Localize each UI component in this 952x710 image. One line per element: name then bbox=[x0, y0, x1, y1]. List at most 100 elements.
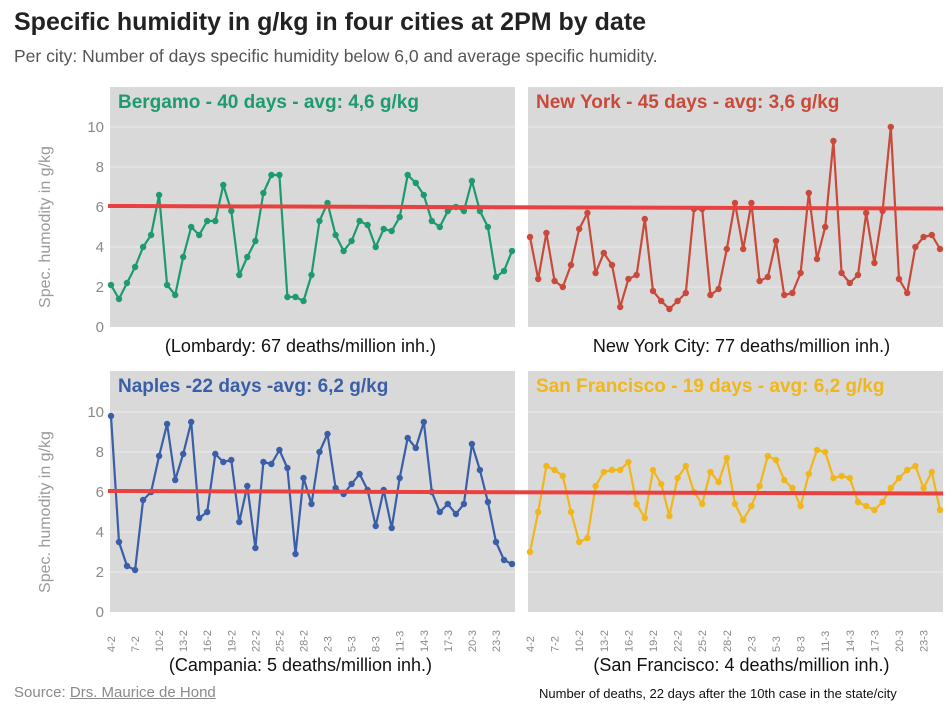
data-point-san_francisco bbox=[658, 480, 665, 488]
panel-caption-bergamo: (Lombardy: 67 deaths/million inh.) bbox=[165, 336, 436, 356]
data-point-bergamo bbox=[212, 217, 219, 225]
x-tick-label: 23-3 bbox=[919, 630, 931, 652]
data-point-new_york bbox=[863, 209, 870, 217]
x-tick-label: 4-2 bbox=[106, 636, 118, 652]
panel-header-new_york bbox=[528, 87, 943, 116]
data-point-new_york bbox=[805, 189, 812, 197]
data-point-new_york bbox=[813, 255, 821, 263]
data-point-new_york bbox=[871, 259, 878, 267]
data-point-naples bbox=[107, 412, 115, 420]
data-point-new_york bbox=[600, 249, 607, 257]
data-point-bergamo bbox=[260, 189, 267, 197]
data-point-new_york bbox=[576, 225, 583, 233]
data-point-naples bbox=[356, 470, 363, 478]
data-point-san_francisco bbox=[666, 512, 673, 520]
data-point-bergamo bbox=[380, 225, 387, 233]
panel-plot-area-new_york bbox=[528, 116, 943, 327]
data-point-bergamo bbox=[196, 231, 203, 239]
x-tick-label: 17-3 bbox=[443, 630, 455, 652]
y-tick-label: 4 bbox=[96, 239, 104, 256]
source-note: Source: Drs. Maurice de Hond bbox=[14, 684, 216, 701]
data-point-naples bbox=[476, 466, 484, 474]
x-tick-label: 7-2 bbox=[550, 636, 562, 652]
y-tick-label: 10 bbox=[87, 119, 104, 136]
data-point-bergamo bbox=[284, 293, 291, 301]
data-point-naples bbox=[452, 510, 460, 518]
data-point-san_francisco bbox=[863, 502, 870, 510]
data-point-naples bbox=[332, 484, 339, 492]
x-tick-label: 10-2 bbox=[574, 630, 586, 652]
source-link[interactable]: Drs. Maurice de Hond bbox=[69, 684, 216, 701]
panel-header-san_francisco bbox=[528, 371, 943, 400]
data-point-bergamo bbox=[436, 223, 443, 231]
data-point-san_francisco bbox=[559, 472, 566, 480]
data-point-bergamo bbox=[468, 177, 476, 185]
data-point-new_york bbox=[789, 289, 796, 297]
data-point-san_francisco bbox=[748, 502, 755, 510]
data-point-naples bbox=[196, 514, 203, 522]
data-point-new_york bbox=[707, 291, 714, 299]
data-point-san_francisco bbox=[805, 470, 812, 478]
data-point-san_francisco bbox=[854, 498, 862, 506]
panel-header-bergamo bbox=[110, 87, 515, 116]
x-tick-label: 25-2 bbox=[697, 630, 709, 652]
data-point-naples bbox=[276, 446, 283, 454]
data-point-bergamo bbox=[364, 221, 371, 229]
data-point-new_york bbox=[830, 137, 837, 145]
data-point-naples bbox=[115, 538, 123, 546]
data-point-naples bbox=[300, 474, 307, 482]
data-point-new_york bbox=[543, 229, 550, 237]
data-point-new_york bbox=[764, 273, 771, 281]
data-point-san_francisco bbox=[567, 508, 575, 516]
data-point-naples bbox=[308, 500, 315, 508]
data-point-naples bbox=[123, 562, 131, 570]
data-point-bergamo bbox=[460, 207, 468, 215]
data-point-san_francisco bbox=[789, 484, 796, 492]
x-tick-label: 16-2 bbox=[623, 630, 635, 652]
data-point-new_york bbox=[740, 245, 747, 253]
data-point-san_francisco bbox=[904, 466, 911, 474]
data-point-bergamo bbox=[356, 217, 363, 225]
x-tick-label: 10-2 bbox=[154, 630, 166, 652]
panel-plot-area-bergamo bbox=[110, 116, 515, 327]
data-point-san_francisco bbox=[699, 500, 706, 508]
data-point-naples bbox=[180, 450, 187, 458]
panel-header-naples bbox=[110, 371, 515, 400]
data-point-bergamo bbox=[372, 243, 379, 251]
data-point-new_york bbox=[682, 289, 689, 297]
data-point-san_francisco bbox=[920, 484, 927, 492]
data-point-new_york bbox=[756, 277, 763, 285]
data-point-san_francisco bbox=[846, 474, 853, 482]
data-point-naples bbox=[388, 524, 395, 532]
data-point-new_york bbox=[666, 305, 673, 313]
data-point-naples bbox=[228, 456, 235, 464]
data-point-san_francisco bbox=[838, 472, 845, 480]
data-point-new_york bbox=[641, 215, 648, 223]
data-point-san_francisco bbox=[879, 498, 886, 506]
data-point-naples bbox=[284, 464, 291, 472]
data-point-new_york bbox=[928, 231, 935, 239]
data-point-bergamo bbox=[123, 279, 131, 287]
data-point-san_francisco bbox=[625, 458, 632, 466]
data-point-san_francisco bbox=[928, 468, 935, 476]
chart-title: Specific humidity in g/kg in four cities… bbox=[14, 8, 647, 36]
y-tick-label: 4 bbox=[96, 524, 104, 541]
x-tick-label: 14-3 bbox=[419, 630, 431, 652]
data-point-bergamo bbox=[404, 171, 411, 179]
x-tick-label: 2-3 bbox=[323, 636, 335, 652]
data-point-bergamo bbox=[340, 247, 347, 255]
data-point-naples bbox=[316, 448, 323, 456]
y-tick-label: 0 bbox=[96, 604, 104, 621]
data-point-san_francisco bbox=[756, 482, 763, 490]
data-point-new_york bbox=[633, 271, 640, 279]
data-point-bergamo bbox=[508, 247, 516, 255]
data-point-san_francisco bbox=[576, 538, 583, 546]
data-point-bergamo bbox=[428, 217, 435, 225]
panel-title-bergamo: Bergamo - 40 days - avg: 4,6 g/kg bbox=[118, 92, 419, 113]
data-point-new_york bbox=[617, 303, 624, 311]
data-point-san_francisco bbox=[526, 548, 534, 556]
data-point-bergamo bbox=[236, 271, 243, 279]
data-point-san_francisco bbox=[830, 474, 837, 482]
data-point-bergamo bbox=[484, 223, 492, 231]
data-point-new_york bbox=[526, 233, 534, 241]
